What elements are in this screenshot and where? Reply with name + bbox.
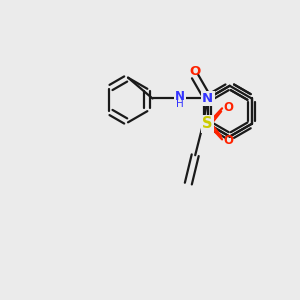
Text: O: O [224,101,234,114]
Text: S: S [202,116,213,131]
Text: O: O [189,64,201,78]
Text: O: O [224,134,234,147]
Text: N: N [202,92,213,105]
Text: N: N [175,90,185,103]
Text: H: H [176,99,184,109]
